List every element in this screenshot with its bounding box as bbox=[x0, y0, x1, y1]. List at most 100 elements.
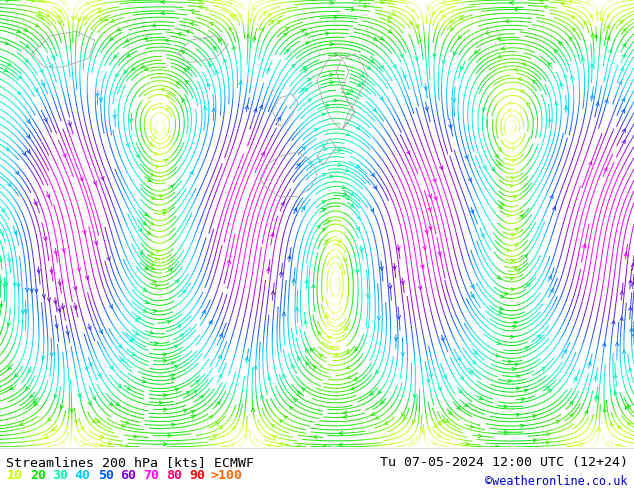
FancyArrowPatch shape bbox=[498, 147, 501, 151]
FancyArrowPatch shape bbox=[273, 436, 276, 439]
FancyArrowPatch shape bbox=[338, 239, 341, 242]
FancyArrowPatch shape bbox=[350, 89, 353, 92]
FancyArrowPatch shape bbox=[5, 282, 8, 285]
FancyArrowPatch shape bbox=[304, 320, 307, 324]
FancyArrowPatch shape bbox=[548, 118, 551, 122]
FancyArrowPatch shape bbox=[137, 316, 141, 319]
FancyArrowPatch shape bbox=[271, 291, 275, 294]
FancyArrowPatch shape bbox=[1, 208, 4, 212]
FancyArrowPatch shape bbox=[7, 63, 11, 66]
FancyArrowPatch shape bbox=[599, 11, 602, 15]
FancyArrowPatch shape bbox=[18, 75, 22, 79]
FancyArrowPatch shape bbox=[185, 80, 189, 84]
Text: 90: 90 bbox=[189, 469, 205, 482]
FancyArrowPatch shape bbox=[281, 202, 284, 206]
FancyArrowPatch shape bbox=[509, 113, 513, 116]
FancyArrowPatch shape bbox=[162, 213, 166, 216]
FancyArrowPatch shape bbox=[356, 270, 359, 273]
FancyArrowPatch shape bbox=[350, 203, 354, 207]
FancyArrowPatch shape bbox=[183, 409, 187, 412]
FancyArrowPatch shape bbox=[387, 15, 391, 18]
FancyArrowPatch shape bbox=[156, 249, 160, 253]
FancyArrowPatch shape bbox=[252, 36, 256, 40]
FancyArrowPatch shape bbox=[100, 435, 103, 439]
FancyArrowPatch shape bbox=[458, 390, 462, 393]
FancyArrowPatch shape bbox=[212, 108, 216, 112]
FancyArrowPatch shape bbox=[161, 88, 164, 91]
FancyArrowPatch shape bbox=[357, 83, 361, 86]
FancyArrowPatch shape bbox=[231, 15, 235, 18]
FancyArrowPatch shape bbox=[81, 426, 84, 430]
FancyArrowPatch shape bbox=[548, 275, 552, 279]
FancyArrowPatch shape bbox=[555, 102, 558, 105]
FancyArrowPatch shape bbox=[30, 289, 33, 292]
FancyArrowPatch shape bbox=[207, 83, 210, 87]
FancyArrowPatch shape bbox=[24, 28, 27, 31]
FancyArrowPatch shape bbox=[621, 109, 624, 113]
Text: 50: 50 bbox=[98, 469, 113, 482]
FancyArrowPatch shape bbox=[224, 59, 227, 63]
FancyArrowPatch shape bbox=[351, 387, 355, 390]
FancyArrowPatch shape bbox=[167, 320, 171, 324]
FancyArrowPatch shape bbox=[359, 0, 363, 2]
FancyArrowPatch shape bbox=[39, 16, 43, 19]
FancyArrowPatch shape bbox=[413, 394, 417, 398]
FancyArrowPatch shape bbox=[126, 39, 129, 42]
FancyArrowPatch shape bbox=[57, 15, 60, 18]
FancyArrowPatch shape bbox=[66, 331, 69, 335]
FancyArrowPatch shape bbox=[171, 362, 174, 365]
Text: 10: 10 bbox=[6, 469, 22, 482]
FancyArrowPatch shape bbox=[218, 355, 221, 359]
FancyArrowPatch shape bbox=[42, 356, 45, 360]
FancyArrowPatch shape bbox=[497, 276, 501, 279]
FancyArrowPatch shape bbox=[271, 21, 274, 24]
FancyArrowPatch shape bbox=[520, 215, 524, 218]
FancyArrowPatch shape bbox=[175, 279, 179, 283]
FancyArrowPatch shape bbox=[302, 206, 305, 210]
FancyArrowPatch shape bbox=[544, 5, 547, 8]
FancyArrowPatch shape bbox=[609, 49, 612, 53]
FancyArrowPatch shape bbox=[88, 326, 91, 330]
FancyArrowPatch shape bbox=[306, 349, 309, 352]
FancyArrowPatch shape bbox=[163, 353, 166, 356]
FancyArrowPatch shape bbox=[178, 325, 181, 328]
FancyArrowPatch shape bbox=[513, 196, 517, 198]
FancyArrowPatch shape bbox=[397, 247, 400, 251]
FancyArrowPatch shape bbox=[209, 320, 212, 324]
FancyArrowPatch shape bbox=[212, 435, 216, 438]
FancyArrowPatch shape bbox=[400, 53, 403, 57]
FancyArrowPatch shape bbox=[240, 4, 243, 7]
FancyArrowPatch shape bbox=[614, 374, 618, 378]
FancyArrowPatch shape bbox=[508, 108, 512, 111]
FancyArrowPatch shape bbox=[170, 185, 174, 189]
FancyArrowPatch shape bbox=[411, 441, 415, 443]
FancyArrowPatch shape bbox=[429, 226, 432, 230]
FancyArrowPatch shape bbox=[632, 333, 634, 337]
FancyArrowPatch shape bbox=[427, 379, 430, 383]
FancyArrowPatch shape bbox=[496, 445, 499, 448]
FancyArrowPatch shape bbox=[216, 422, 219, 426]
FancyArrowPatch shape bbox=[589, 162, 592, 165]
FancyArrowPatch shape bbox=[15, 171, 19, 174]
FancyArrowPatch shape bbox=[471, 294, 474, 297]
FancyArrowPatch shape bbox=[501, 47, 505, 50]
FancyArrowPatch shape bbox=[153, 136, 157, 139]
FancyArrowPatch shape bbox=[472, 360, 476, 364]
FancyArrowPatch shape bbox=[550, 195, 553, 199]
FancyArrowPatch shape bbox=[96, 419, 100, 422]
FancyArrowPatch shape bbox=[143, 309, 146, 312]
FancyArrowPatch shape bbox=[334, 53, 337, 57]
FancyArrowPatch shape bbox=[0, 258, 3, 262]
FancyArrowPatch shape bbox=[571, 75, 574, 79]
FancyArrowPatch shape bbox=[168, 434, 171, 437]
FancyArrowPatch shape bbox=[307, 78, 311, 82]
FancyArrowPatch shape bbox=[323, 445, 326, 448]
FancyArrowPatch shape bbox=[155, 342, 158, 345]
FancyArrowPatch shape bbox=[330, 175, 333, 178]
FancyArrowPatch shape bbox=[193, 391, 197, 394]
FancyArrowPatch shape bbox=[136, 154, 139, 158]
FancyArrowPatch shape bbox=[316, 225, 320, 229]
FancyArrowPatch shape bbox=[325, 240, 328, 243]
FancyArrowPatch shape bbox=[61, 306, 65, 309]
FancyArrowPatch shape bbox=[139, 250, 143, 254]
